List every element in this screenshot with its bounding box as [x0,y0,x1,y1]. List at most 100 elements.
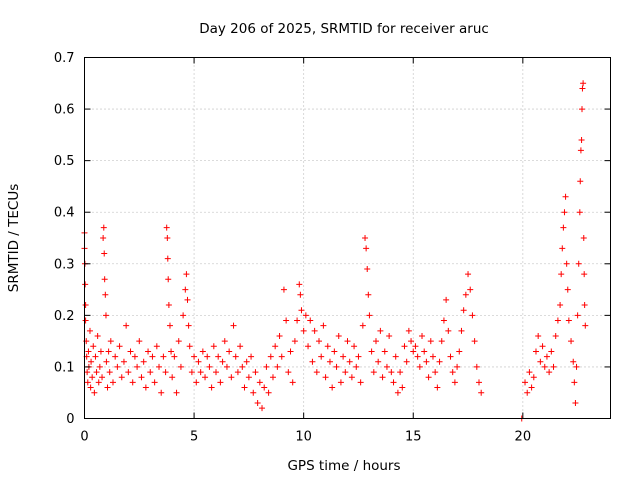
data-point [578,137,585,144]
y-tick-label: 0.2 [54,309,75,324]
data-point [469,312,476,319]
x-tick-label: 5 [190,430,198,445]
data-point [342,369,349,376]
data-point [539,343,546,350]
data-point [127,348,134,355]
data-point [99,374,106,381]
data-point [524,389,531,396]
data-point [182,286,189,293]
data-point [248,353,255,360]
data-point [368,348,375,355]
data-point [280,286,287,293]
data-point [145,348,152,355]
data-point [226,348,233,355]
tick-labels: 0 0.1 0.2 0.3 0.4 0.5 0.6 0.7 0 5 10 15 20 [54,51,531,445]
data-point [365,291,372,298]
data-point [94,332,101,339]
y-tick-label: 0 [66,412,74,427]
data-point [245,374,252,381]
data-point [92,353,99,360]
data-point [434,384,441,391]
data-point [217,379,224,386]
data-point [185,322,192,329]
data-point [582,322,589,329]
data-point [307,317,314,324]
x-tick-label: 20 [515,430,532,445]
data-point [85,348,92,355]
data-point [232,353,239,360]
data-point [394,389,401,396]
data-point [123,322,130,329]
data-point [120,358,127,365]
data-point [423,358,430,365]
data-point [243,358,250,365]
data-point [322,374,329,381]
y-axis-label: SRMTID / TECUs [6,184,22,292]
data-point [366,312,373,319]
data-point [93,369,100,376]
data-point [149,353,156,360]
data-point [168,348,175,355]
data-point [261,384,268,391]
data-point [100,224,107,231]
data-point [107,338,114,345]
data-point [287,348,294,355]
data-point [329,384,336,391]
data-point [557,302,564,309]
data-point [575,260,582,267]
data-point [383,363,390,370]
data-point [390,379,397,386]
data-point [571,379,578,386]
data-point [156,363,163,370]
data-point [230,322,237,329]
data-point [300,327,307,334]
data-point [530,374,537,381]
data-point [313,369,320,376]
data-point [340,353,347,360]
data-point [134,363,141,370]
data-point [84,369,91,376]
data-point [297,291,304,298]
data-point [164,235,171,241]
data-point [274,363,281,370]
data-point [82,302,89,309]
data-point [381,348,388,355]
data-point [563,260,570,267]
y-tick-label: 0.7 [54,51,75,66]
data-point [454,363,461,370]
data-point [254,400,261,407]
data-point [234,369,241,376]
data-point [535,332,542,339]
data-point [263,363,270,370]
data-point [291,338,298,345]
data-point [577,178,584,185]
data-point [136,338,143,345]
data-point [195,358,202,365]
data-point [478,389,485,396]
data-point [140,358,147,365]
data-point [131,353,138,360]
data-point [269,374,276,381]
data-point [219,358,226,365]
data-point [162,369,169,376]
data-point [419,332,426,339]
data-point [210,343,217,350]
data-point [471,338,478,345]
data-point [165,276,172,283]
data-point [560,224,567,231]
data-point [193,379,200,386]
data-point [386,332,393,339]
data-point [102,312,109,319]
data-point [101,276,108,283]
data-point [388,369,395,376]
data-point [278,353,285,360]
data-point [87,384,94,391]
data-point [90,343,97,350]
data-point [259,405,266,412]
data-point [202,374,209,381]
data-point [550,363,557,370]
data-point [129,379,136,386]
data-point [165,302,172,309]
